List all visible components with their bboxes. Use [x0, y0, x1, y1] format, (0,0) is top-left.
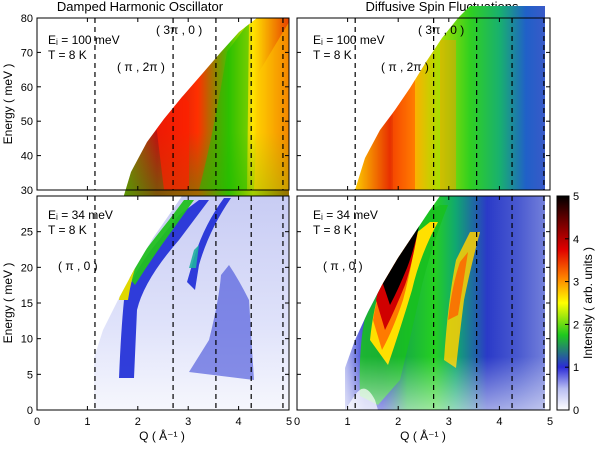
- tl-ann-3pi0: ( 3π , 0 ): [156, 23, 202, 37]
- tl-temp-label: T = 8 K: [48, 48, 87, 62]
- colorbar-tick-label-2: 2: [573, 319, 579, 331]
- bottom-left-ytick-label-25: 25: [21, 227, 33, 239]
- bottom-right-xtick-label-5: 5: [547, 416, 553, 428]
- panel-top-left: [37, 18, 289, 202]
- top-left-ytick-label-50: 50: [21, 116, 33, 128]
- bottom-right-xtick-label-0: 0: [294, 416, 300, 428]
- br-temp-label: T = 8 K: [313, 223, 352, 237]
- bottom-left-xtick-label-2: 2: [135, 416, 141, 428]
- bottom-right-xtick-label-2: 2: [395, 416, 401, 428]
- ylabel-bottom: Energy ( meV ): [1, 263, 15, 344]
- tr-ann-pi2pi: ( π , 2π ): [381, 60, 429, 74]
- bottom-left-ytick-label-20: 20: [21, 262, 33, 274]
- tr-ei-label: Eᵢ = 100 meV: [313, 33, 385, 47]
- top-left-ytick-label-80: 80: [21, 13, 33, 25]
- xlabel-left: Q ( Å⁻¹ ): [139, 428, 185, 443]
- bottom-right-xtick-label-4: 4: [496, 416, 502, 428]
- bottom-left-ytick-label-15: 15: [21, 298, 33, 310]
- tr-temp-label: T = 8 K: [313, 48, 352, 62]
- bottom-left-ytick-label-10: 10: [21, 334, 33, 346]
- colorbar-tick-label-3: 3: [573, 277, 579, 289]
- colorbar-tick-label-0: 0: [573, 405, 579, 417]
- bottom-left-ytick-label-0: 0: [27, 405, 33, 417]
- top-left-ytick-label-40: 40: [21, 151, 33, 163]
- bl-temp-label: T = 8 K: [48, 223, 87, 237]
- xlabel-right: Q ( Å⁻¹ ): [400, 428, 446, 443]
- bottom-left-xtick-label-0: 0: [34, 416, 40, 428]
- top-left-ytick-label-30: 30: [21, 185, 33, 197]
- br-ei-label: Eᵢ = 34 meV: [313, 208, 378, 222]
- bottom-left-ytick-label-5: 5: [27, 369, 33, 381]
- bl-ann-pi0: ( π , 0 ): [58, 259, 98, 273]
- title-left: Damped Harmonic Oscillator: [57, 0, 224, 14]
- panel-bottom-left: [37, 196, 289, 410]
- colorbar-gradient: [556, 195, 570, 411]
- panel-top-right: [297, 6, 550, 190]
- top-left-ytick-label-70: 70: [21, 47, 33, 59]
- bottom-left-xtick-label-5: 5: [286, 416, 292, 428]
- bl-ei-label: Eᵢ = 34 meV: [48, 208, 113, 222]
- colorbar: 0 1 2 3 4 5 Intensity ( arb. units ): [556, 191, 595, 417]
- dispersion-lines: [94, 18, 545, 410]
- tl-ei-label: Eᵢ = 100 meV: [48, 33, 120, 47]
- colorbar-tick-label-1: 1: [573, 362, 579, 374]
- br-ann-pi0: ( π , 0 ): [323, 259, 363, 273]
- bottom-left-xtick-label-1: 1: [84, 416, 90, 428]
- colorbar-tick-label-4: 4: [573, 234, 579, 246]
- top-left-ytick-label-60: 60: [21, 82, 33, 94]
- panel-bottom-right: [297, 196, 550, 410]
- panel-top-right-frame: [296, 17, 551, 191]
- bottom-left-xtick-label-3: 3: [185, 416, 191, 428]
- colorbar-label: Intensity ( arb. units ): [581, 247, 595, 359]
- bottom-right-xtick-label-1: 1: [345, 416, 351, 428]
- ylabel-top: Energy ( meV ): [1, 64, 15, 145]
- tl-ann-pi2pi: ( π , 2π ): [117, 60, 165, 74]
- panel-top-left-frame: [36, 17, 290, 191]
- bottom-right-xtick-label-3: 3: [446, 416, 452, 428]
- tr-ann-3pi0: ( 3π , 0 ): [418, 23, 464, 37]
- colorbar-ticks: 0 1 2 3 4 5: [565, 191, 579, 417]
- colorbar-tick-label-5: 5: [573, 191, 579, 203]
- bottom-left-xtick-label-4: 4: [236, 416, 242, 428]
